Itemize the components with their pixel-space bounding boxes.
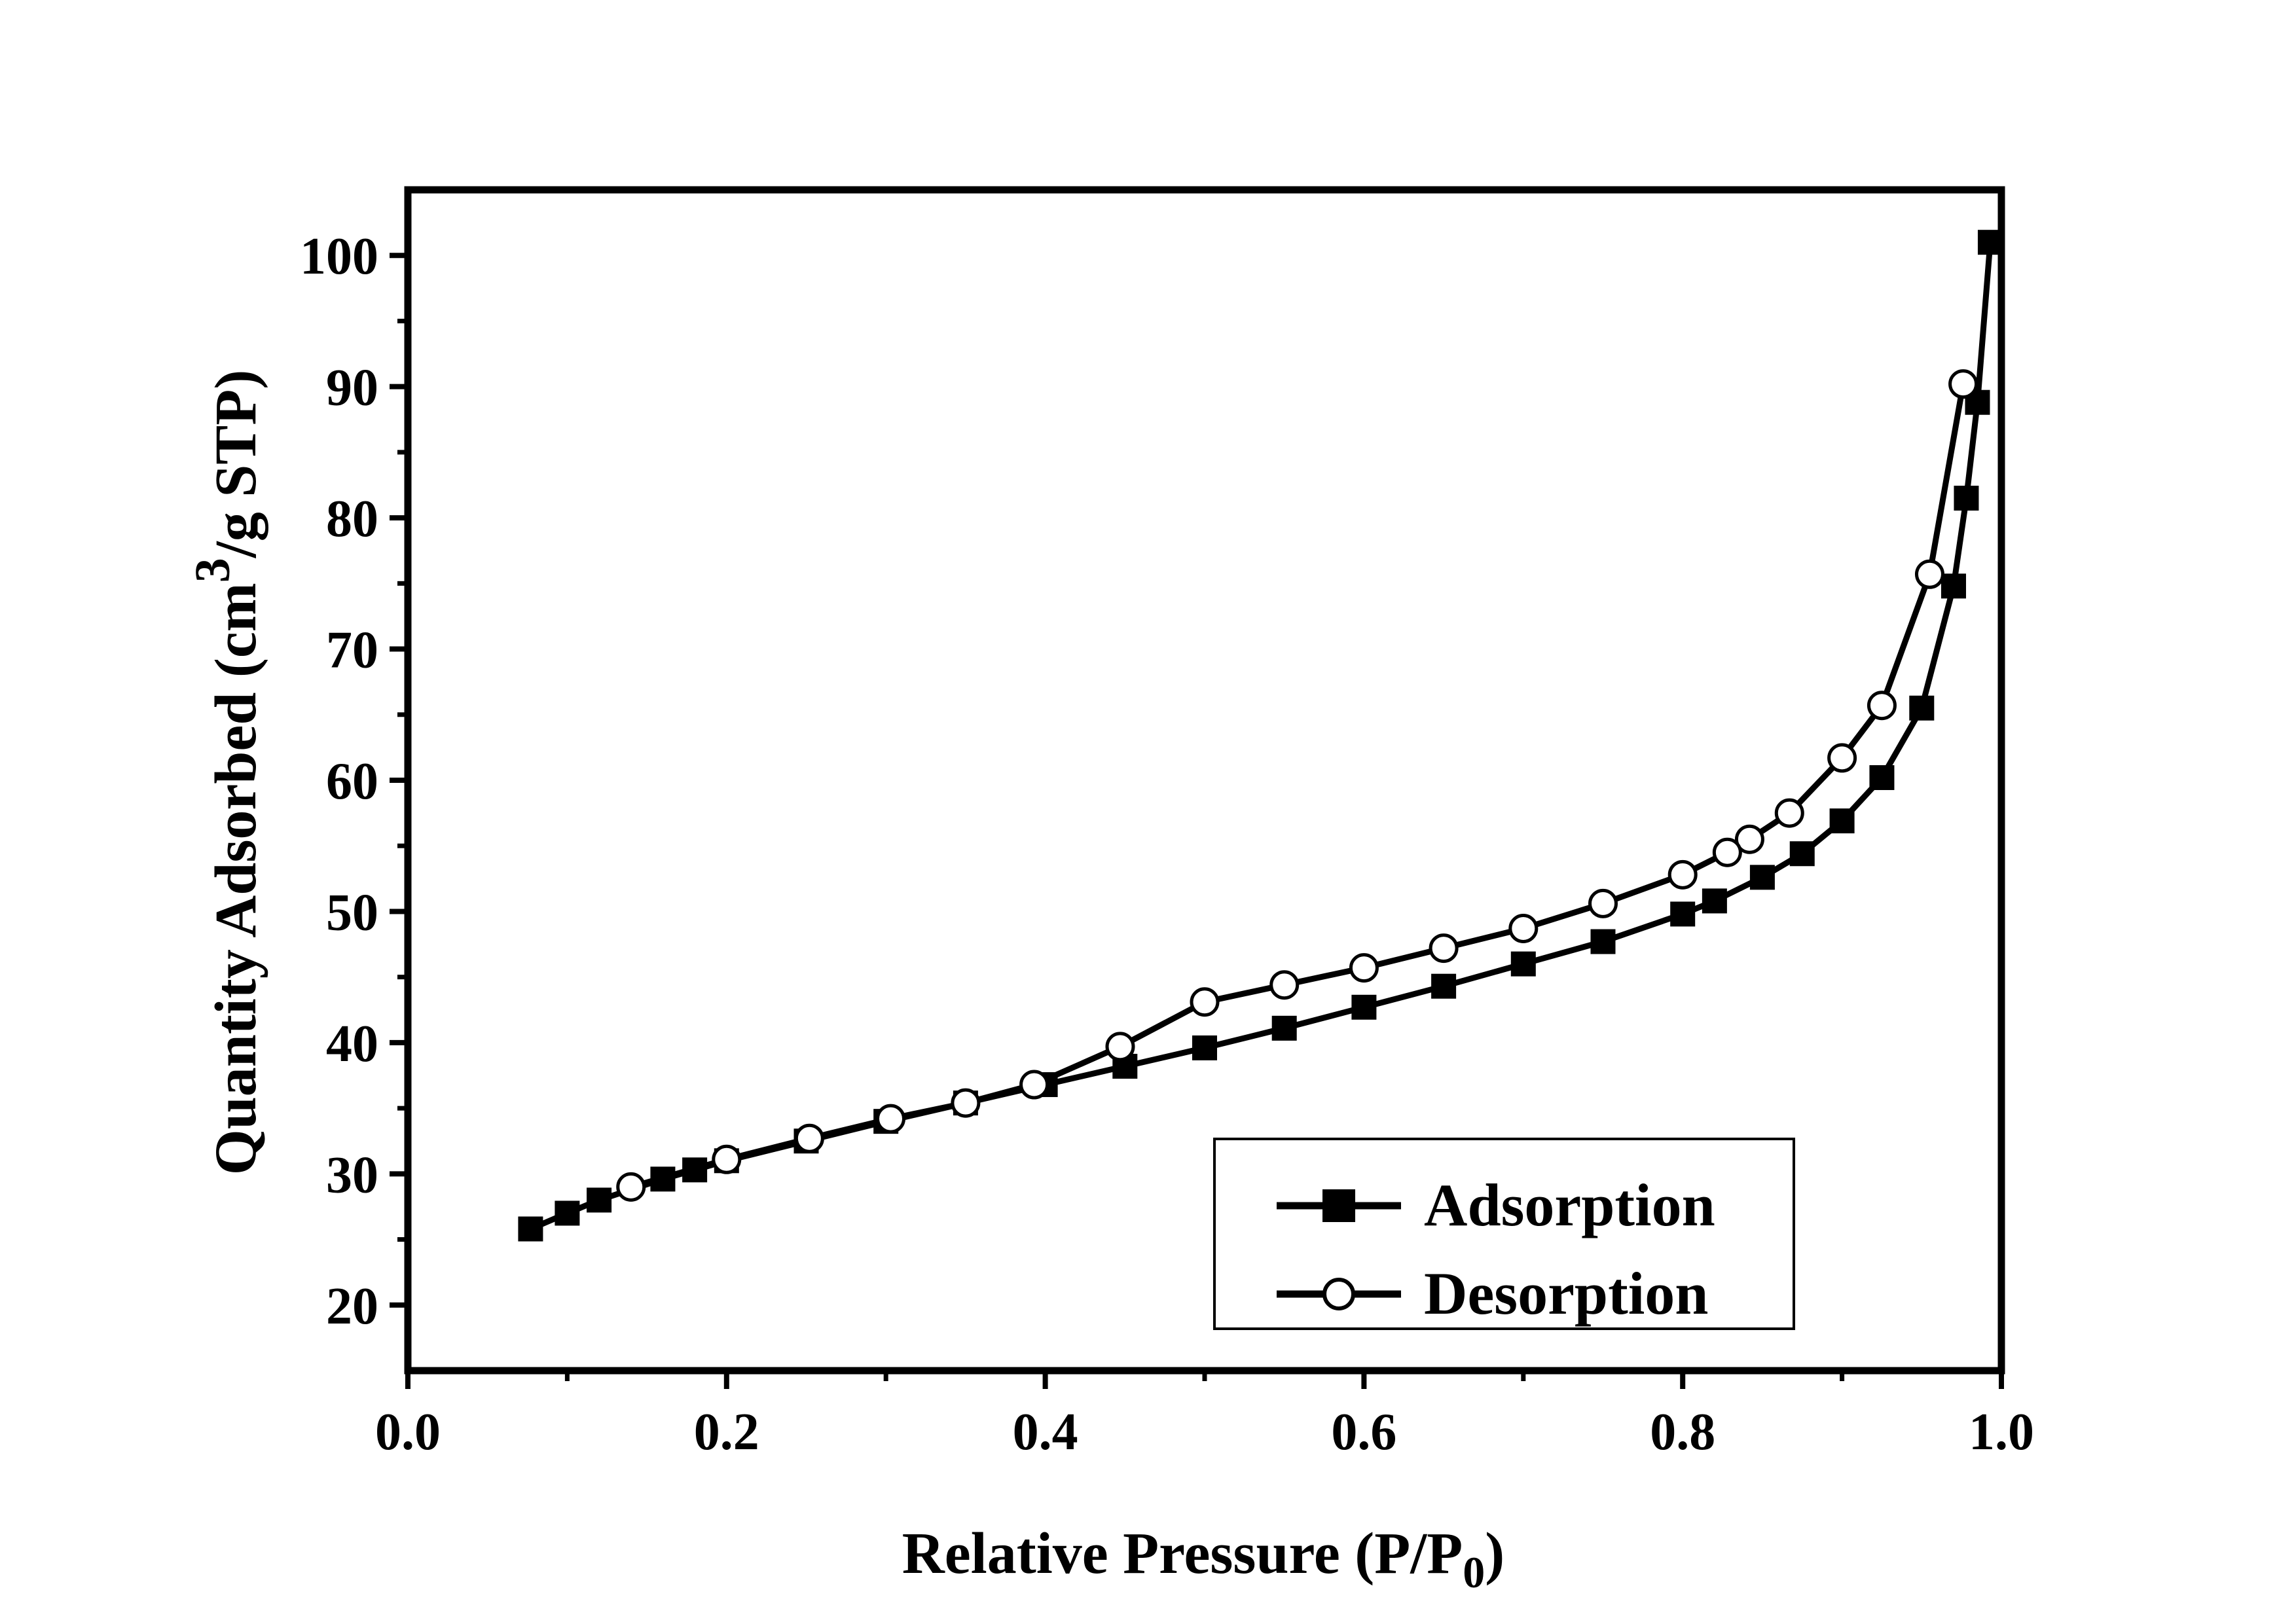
point-adsorption: [1271, 1015, 1297, 1041]
legend-marker-adsorption: [1322, 1189, 1355, 1222]
point-desorption: [1734, 824, 1764, 854]
x-tick-label: 0.4: [1013, 1403, 1078, 1461]
point-desorption: [712, 1144, 742, 1174]
x-axis-title: Relative Pressure (P/P0): [902, 1521, 1504, 1597]
y-tick-label: 40: [326, 1015, 378, 1073]
point-desorption: [1349, 953, 1379, 983]
legend-label-desorption: Desorption: [1424, 1260, 1708, 1327]
legend: Adsorption Desorption: [1213, 1138, 1795, 1330]
point-adsorption: [555, 1200, 580, 1226]
point-adsorption: [1590, 929, 1616, 954]
point-adsorption: [1941, 573, 1966, 599]
point-adsorption: [1829, 808, 1855, 834]
point-desorption: [1190, 987, 1220, 1017]
x-tick-label: 0.0: [375, 1403, 441, 1461]
point-desorption: [1712, 837, 1742, 867]
y-tick-label: 80: [326, 490, 378, 548]
point-desorption: [616, 1172, 646, 1202]
series-lines: [529, 242, 1994, 1232]
series-line-adsorption: [529, 242, 1994, 1232]
point-desorption: [1429, 933, 1459, 964]
axis-tick-labels: 0.0 0.2 0.4 0.6 0.8 1.0 20 30 40 50 60 70 80 90 100: [300, 228, 2034, 1461]
legend-marker-desorption: [1322, 1278, 1355, 1310]
point-adsorption: [1977, 230, 2003, 255]
y-tick-label: 30: [326, 1146, 378, 1204]
point-adsorption: [650, 1166, 676, 1192]
point-adsorption: [1702, 888, 1727, 914]
point-desorption: [1867, 691, 1897, 721]
point-desorption: [794, 1123, 824, 1153]
y-tick-label: 50: [326, 884, 378, 941]
point-adsorption: [1431, 973, 1457, 999]
point-adsorption: [1351, 994, 1377, 1020]
point-adsorption: [1670, 901, 1696, 927]
legend-item-desorption: Desorption: [1277, 1260, 1708, 1327]
x-tick-label: 0.8: [1650, 1403, 1715, 1461]
point-adsorption: [1869, 765, 1895, 790]
point-desorption: [1774, 798, 1804, 828]
series-line-desorption: [630, 383, 1967, 1190]
y-tick-label: 20: [326, 1278, 378, 1335]
y-tick-label: 100: [300, 228, 378, 285]
point-adsorption: [1192, 1035, 1217, 1060]
point-adsorption: [682, 1157, 708, 1183]
point-desorption: [951, 1088, 981, 1118]
series-markers: [518, 230, 2003, 1242]
point-desorption: [1269, 970, 1300, 1000]
point-desorption: [1019, 1070, 1049, 1100]
point-desorption: [1827, 743, 1857, 773]
point-desorption: [1105, 1032, 1135, 1062]
x-tick-label: 0.2: [694, 1403, 759, 1461]
point-desorption: [1508, 914, 1539, 944]
legend-item-adsorption: Adsorption: [1277, 1172, 1715, 1238]
y-tick-label: 90: [326, 359, 378, 417]
point-adsorption: [587, 1187, 612, 1213]
point-desorption: [1948, 369, 1978, 399]
point-desorption: [876, 1104, 906, 1134]
legend-label-adsorption: Adsorption: [1424, 1172, 1715, 1238]
point-adsorption: [1749, 865, 1775, 890]
point-adsorption: [1954, 486, 1979, 511]
point-desorption: [1588, 888, 1618, 918]
y-axis-title: Quantity Adsorbed (cm3/g STP): [185, 370, 268, 1176]
axis-ticks: [390, 253, 2004, 1389]
point-desorption: [1914, 559, 1944, 589]
y-tick-label: 60: [326, 753, 378, 810]
point-desorption: [1667, 859, 1698, 890]
point-adsorption: [1909, 695, 1935, 721]
point-adsorption: [518, 1216, 543, 1242]
point-adsorption: [1510, 951, 1536, 977]
point-adsorption: [1789, 841, 1815, 867]
x-tick-label: 1.0: [1969, 1403, 2034, 1461]
y-tick-label: 70: [326, 622, 378, 679]
x-tick-label: 0.6: [1331, 1403, 1396, 1461]
